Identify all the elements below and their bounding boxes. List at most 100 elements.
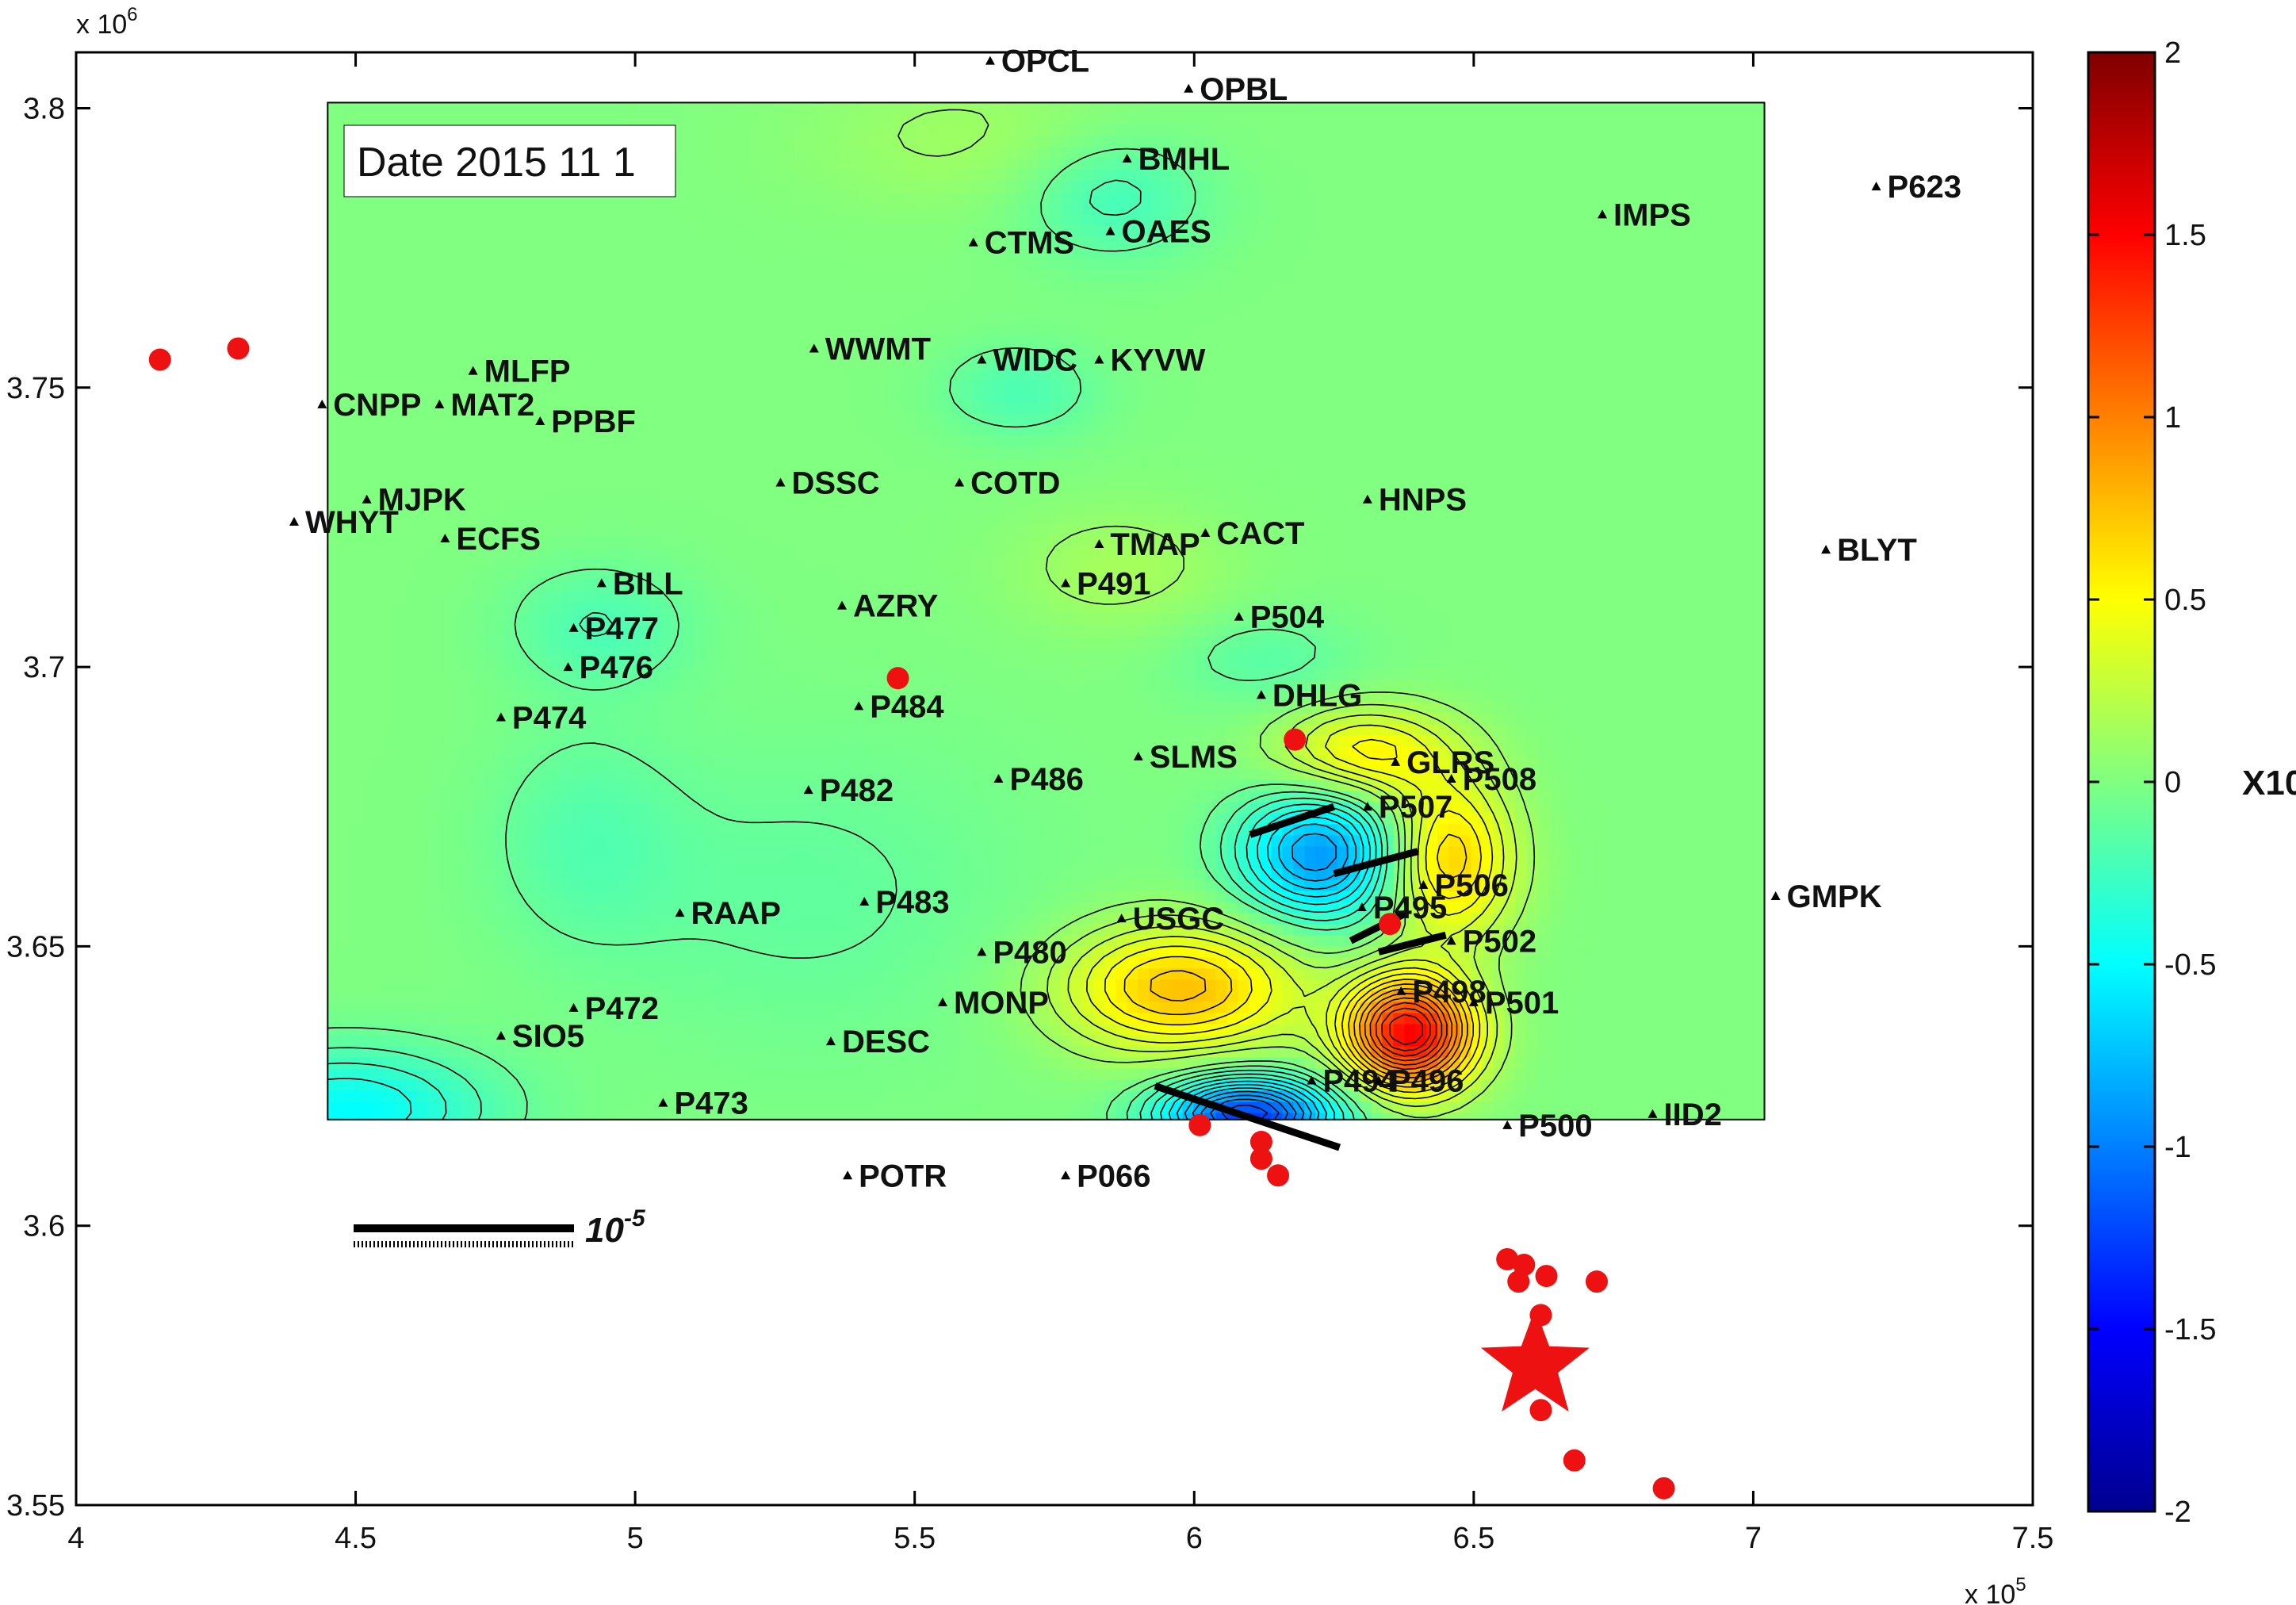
field-cell bbox=[727, 402, 740, 415]
field-cell bbox=[1515, 280, 1528, 293]
field-cell bbox=[794, 413, 806, 426]
field-cell bbox=[694, 369, 706, 381]
field-cell bbox=[1171, 124, 1184, 137]
field-cell bbox=[350, 313, 362, 326]
field-cell bbox=[1349, 513, 1361, 526]
field-cell bbox=[1138, 258, 1150, 270]
field-cell bbox=[1337, 402, 1350, 415]
field-cell bbox=[1559, 513, 1572, 526]
field-cell bbox=[505, 269, 518, 282]
field-cell bbox=[1648, 124, 1661, 137]
field-cell bbox=[1016, 513, 1028, 526]
field-cell bbox=[1548, 113, 1561, 126]
field-cell bbox=[1648, 502, 1661, 515]
field-cell bbox=[1748, 258, 1761, 270]
field-cell bbox=[1071, 469, 1084, 481]
field-cell bbox=[1315, 446, 1328, 459]
field-cell bbox=[1004, 247, 1017, 259]
field-cell bbox=[1471, 458, 1483, 470]
field-cell bbox=[771, 302, 784, 315]
field-cell bbox=[427, 113, 440, 126]
field-cell bbox=[649, 391, 662, 404]
field-cell bbox=[1138, 158, 1150, 170]
field-cell bbox=[1537, 180, 1550, 193]
field-cell bbox=[838, 413, 851, 426]
field-cell bbox=[1093, 169, 1106, 182]
field-cell bbox=[1326, 324, 1339, 337]
field-cell bbox=[1559, 302, 1572, 315]
field-cell bbox=[572, 213, 584, 226]
field-cell bbox=[1204, 458, 1217, 470]
field-cell bbox=[1448, 280, 1461, 293]
field-cell bbox=[1504, 224, 1517, 237]
field-cell bbox=[960, 169, 973, 182]
field-cell bbox=[1404, 469, 1417, 481]
field-cell bbox=[1648, 202, 1661, 215]
field-cell bbox=[1238, 280, 1250, 293]
field-cell bbox=[727, 113, 740, 126]
field-cell bbox=[1437, 335, 1450, 348]
field-cell bbox=[594, 302, 607, 315]
field-cell bbox=[1082, 224, 1095, 237]
field-cell bbox=[1593, 369, 1605, 381]
field-cell bbox=[372, 424, 385, 437]
field-cell bbox=[1548, 480, 1561, 492]
field-cell bbox=[438, 424, 451, 437]
field-cell bbox=[472, 113, 484, 126]
field-cell bbox=[860, 191, 873, 204]
field-cell bbox=[1659, 324, 1672, 337]
field-cell bbox=[749, 458, 762, 470]
field-cell bbox=[1482, 180, 1494, 193]
field-cell bbox=[1648, 391, 1661, 404]
field-cell bbox=[1537, 136, 1550, 148]
field-cell bbox=[982, 236, 995, 248]
field-cell bbox=[1526, 380, 1539, 393]
field-cell bbox=[1559, 102, 1572, 115]
field-cell bbox=[1748, 169, 1761, 182]
field-cell bbox=[816, 113, 828, 126]
field-cell bbox=[1704, 113, 1716, 126]
field-cell bbox=[916, 113, 928, 126]
field-cell bbox=[1304, 113, 1317, 126]
field-cell bbox=[416, 236, 429, 248]
field-cell bbox=[1548, 424, 1561, 437]
field-cell bbox=[1337, 247, 1350, 259]
field-cell bbox=[1504, 102, 1517, 115]
field-cell bbox=[1337, 424, 1350, 437]
field-cell bbox=[916, 124, 928, 137]
field-cell bbox=[1215, 435, 1228, 448]
field-cell bbox=[705, 302, 718, 315]
field-cell bbox=[860, 124, 873, 137]
field-cell bbox=[1016, 324, 1028, 337]
field-cell bbox=[1171, 191, 1184, 204]
field-cell bbox=[1226, 413, 1239, 426]
field-cell bbox=[1071, 258, 1084, 270]
field-cell bbox=[583, 446, 595, 459]
field-cell bbox=[1593, 313, 1605, 326]
field-cell bbox=[361, 258, 373, 270]
field-cell bbox=[1670, 191, 1683, 204]
field-cell bbox=[1127, 269, 1139, 282]
field-cell bbox=[1404, 213, 1417, 226]
field-cell bbox=[1726, 158, 1739, 170]
field-cell bbox=[1548, 224, 1561, 237]
field-cell bbox=[1704, 446, 1716, 459]
field-cell bbox=[905, 247, 917, 259]
field-cell bbox=[838, 380, 851, 393]
field-cell bbox=[1548, 324, 1561, 337]
field-cell bbox=[1349, 113, 1361, 126]
field-cell bbox=[1604, 347, 1617, 359]
field-cell bbox=[327, 313, 340, 326]
field-cell bbox=[1282, 202, 1295, 215]
field-cell bbox=[783, 258, 795, 270]
field-cell bbox=[672, 402, 684, 415]
field-cell bbox=[705, 458, 718, 470]
field-cell bbox=[849, 380, 862, 393]
field-cell bbox=[882, 124, 895, 137]
field-cell bbox=[405, 335, 418, 348]
field-cell bbox=[1704, 302, 1716, 315]
field-cell bbox=[705, 169, 718, 182]
field-cell bbox=[1471, 502, 1483, 515]
field-cell bbox=[1304, 224, 1317, 237]
field-cell bbox=[1504, 369, 1517, 381]
